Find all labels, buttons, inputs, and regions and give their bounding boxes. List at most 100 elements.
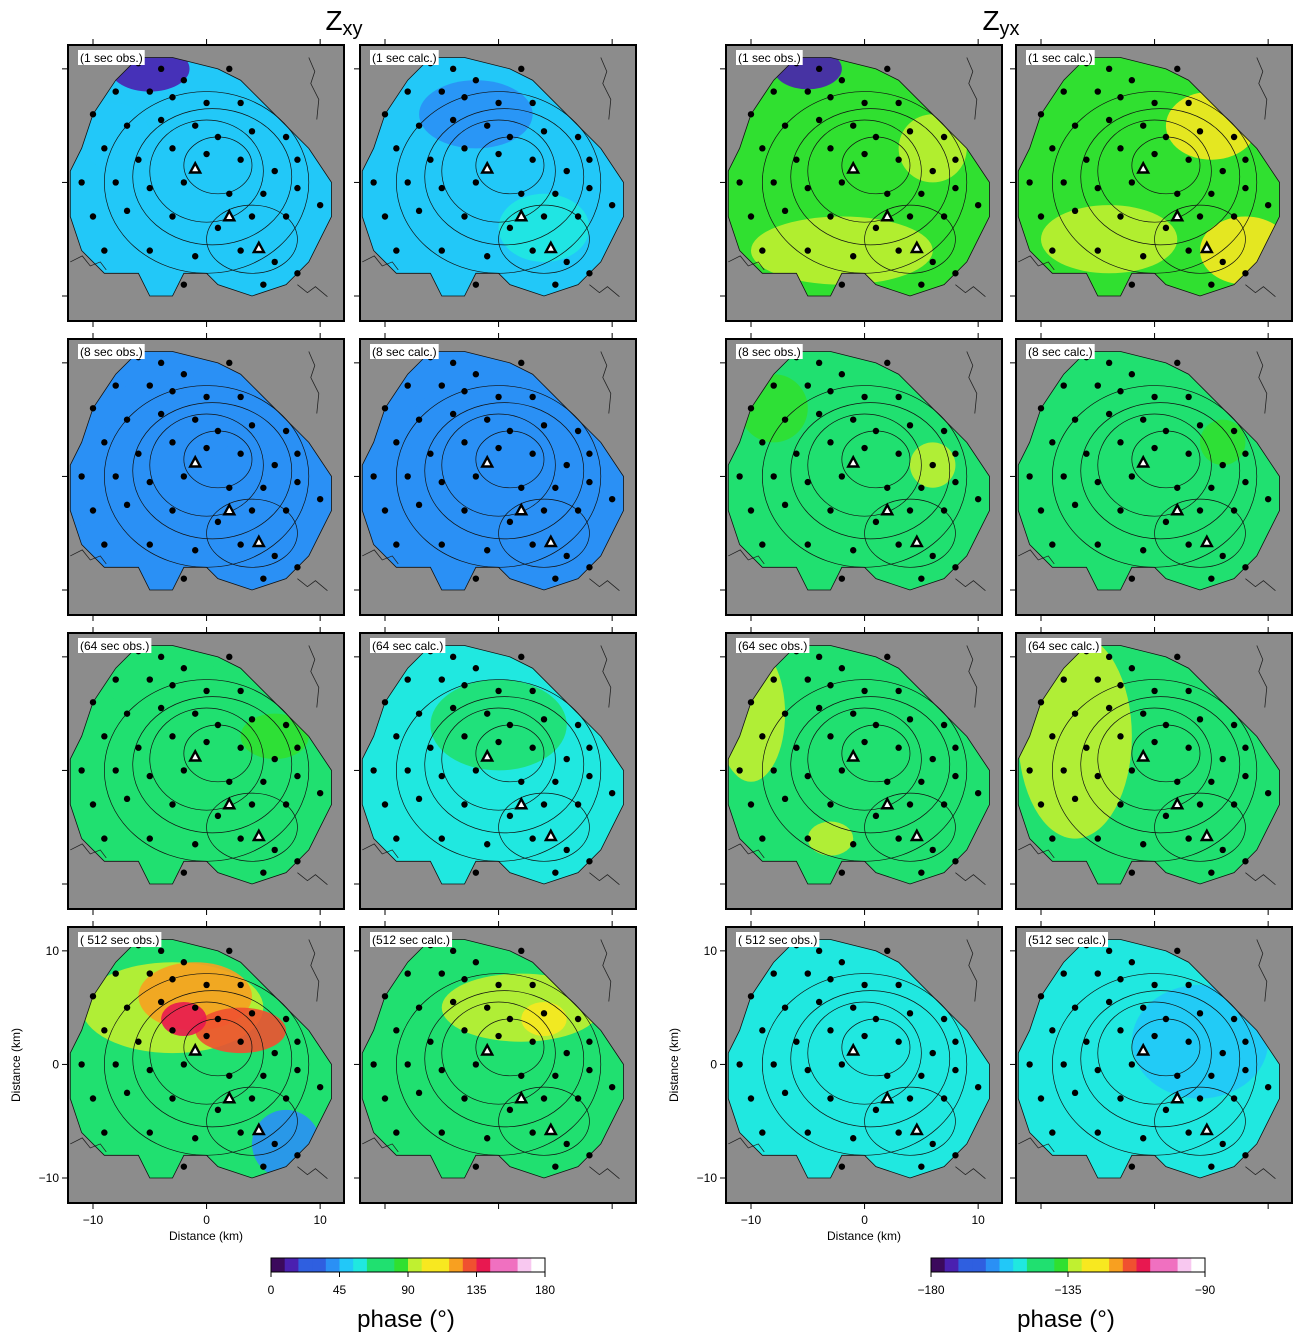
colorbar-cell	[1137, 1258, 1151, 1272]
station	[1208, 779, 1214, 785]
station	[294, 773, 300, 779]
station	[1129, 281, 1135, 287]
station	[1117, 1027, 1123, 1033]
station	[249, 422, 255, 428]
panel-label: (1 sec obs.)	[80, 51, 143, 65]
station	[827, 94, 833, 100]
station	[586, 773, 592, 779]
station	[895, 1039, 901, 1045]
station	[90, 111, 96, 117]
station	[382, 507, 388, 513]
station	[529, 100, 535, 106]
colorbar-cell	[449, 1258, 463, 1272]
station	[439, 1067, 445, 1073]
figure-title: Zyx	[982, 5, 1019, 40]
station	[1174, 654, 1180, 660]
x-axis-label: Distance (km)	[169, 1229, 243, 1243]
station	[215, 134, 221, 140]
colorbar-cell	[463, 1258, 477, 1272]
station	[736, 1061, 742, 1067]
station	[393, 541, 399, 547]
station	[1231, 801, 1237, 807]
station	[1242, 185, 1248, 191]
station	[1242, 451, 1248, 457]
station	[1197, 1010, 1203, 1016]
station	[158, 117, 164, 123]
station	[203, 1033, 209, 1039]
map-panel	[1016, 927, 1292, 1203]
station	[839, 665, 845, 671]
station	[249, 716, 255, 722]
station	[294, 1067, 300, 1073]
colorbar-cell	[394, 1258, 408, 1272]
station	[427, 157, 433, 163]
station	[918, 869, 924, 875]
station	[839, 767, 845, 773]
station	[158, 948, 164, 954]
station	[169, 94, 175, 100]
station	[759, 1027, 765, 1033]
station	[895, 982, 901, 988]
station	[1265, 496, 1271, 502]
station	[1151, 151, 1157, 157]
station	[1061, 179, 1067, 185]
station	[147, 382, 153, 388]
station	[918, 779, 924, 785]
station	[439, 970, 445, 976]
station	[370, 1061, 376, 1067]
station	[158, 411, 164, 417]
station	[1106, 654, 1112, 660]
station	[1265, 1084, 1271, 1090]
station	[393, 145, 399, 151]
station	[895, 394, 901, 400]
station	[294, 745, 300, 751]
station	[1049, 439, 1055, 445]
station	[113, 1061, 119, 1067]
station	[382, 801, 388, 807]
station	[294, 1152, 300, 1158]
y-axis-label: Distance (km)	[9, 1028, 23, 1102]
station	[1174, 948, 1180, 954]
station	[294, 479, 300, 485]
station	[1083, 1039, 1089, 1045]
station	[393, 835, 399, 841]
station	[249, 128, 255, 134]
station	[907, 1010, 913, 1016]
station	[1151, 100, 1157, 106]
station	[895, 541, 901, 547]
station	[1220, 847, 1226, 853]
station	[1220, 756, 1226, 762]
station	[1242, 1152, 1248, 1158]
station	[1174, 1073, 1180, 1079]
station	[124, 1004, 130, 1010]
station	[839, 575, 845, 581]
station	[283, 134, 289, 140]
station	[283, 801, 289, 807]
station	[393, 733, 399, 739]
station	[930, 756, 936, 762]
station	[827, 1095, 833, 1101]
station	[895, 157, 901, 163]
station	[1095, 247, 1101, 253]
station	[975, 496, 981, 502]
station	[586, 185, 592, 191]
station	[941, 507, 947, 513]
station	[439, 676, 445, 682]
colorbar-cell	[531, 1258, 545, 1272]
station	[393, 439, 399, 445]
station	[918, 281, 924, 287]
station	[895, 745, 901, 751]
station	[552, 485, 558, 491]
station	[439, 88, 445, 94]
station	[461, 94, 467, 100]
station	[564, 259, 570, 265]
station	[839, 1061, 845, 1067]
station	[181, 179, 187, 185]
station	[90, 213, 96, 219]
station	[884, 1073, 890, 1079]
station	[518, 191, 524, 197]
station	[816, 411, 822, 417]
colorbar-cell	[1164, 1258, 1178, 1272]
figure-title: Zxy	[325, 5, 362, 40]
station	[975, 202, 981, 208]
